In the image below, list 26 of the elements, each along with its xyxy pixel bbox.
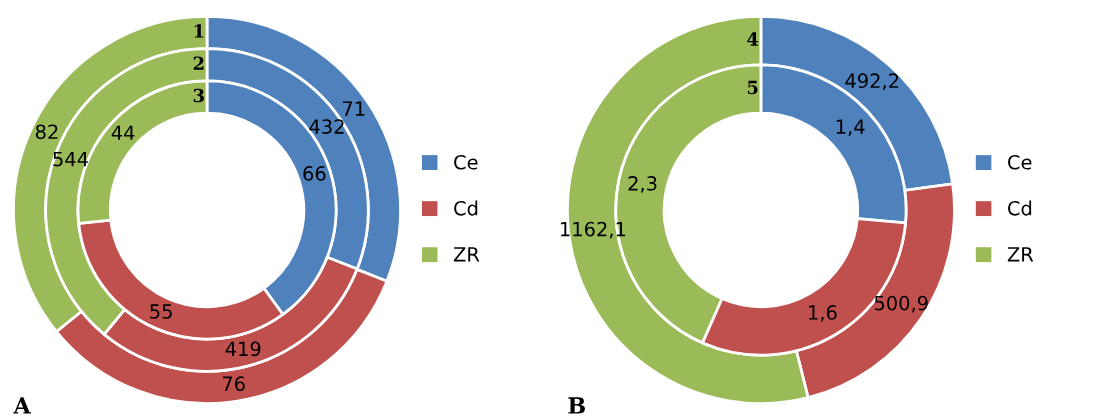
data-label: 44 <box>111 125 135 140</box>
legend-label: Ce <box>454 154 478 170</box>
data-label: 419 <box>225 341 261 357</box>
data-label: 76 <box>222 376 245 392</box>
data-label: 492,2 <box>845 73 899 91</box>
slice-label: 4 <box>747 32 759 46</box>
slice-label: 1 <box>194 24 204 38</box>
data-label: 1,6 <box>809 305 837 322</box>
slice-label: 3 <box>193 88 204 103</box>
text: A <box>13 397 31 414</box>
data-label: 55 <box>150 304 172 319</box>
data-label: 1,4 <box>836 119 865 136</box>
data-label: 500,9 <box>874 295 928 313</box>
legend-label: ZR <box>1007 247 1034 262</box>
slice-label: 2 <box>193 56 204 70</box>
data-label: 82 <box>35 124 58 140</box>
data-label: 432 <box>309 119 344 134</box>
slice-label: 5 <box>747 80 758 95</box>
legend-label: ZR <box>453 247 480 262</box>
legend-label: Ce <box>1008 154 1032 170</box>
legend-label: Cd <box>454 200 478 216</box>
data-label: 71 <box>342 101 365 116</box>
legend-label: Cd <box>1008 200 1032 216</box>
data-label: 2,3 <box>628 176 657 193</box>
data-label: 66 <box>303 166 326 181</box>
text: B <box>568 397 585 414</box>
